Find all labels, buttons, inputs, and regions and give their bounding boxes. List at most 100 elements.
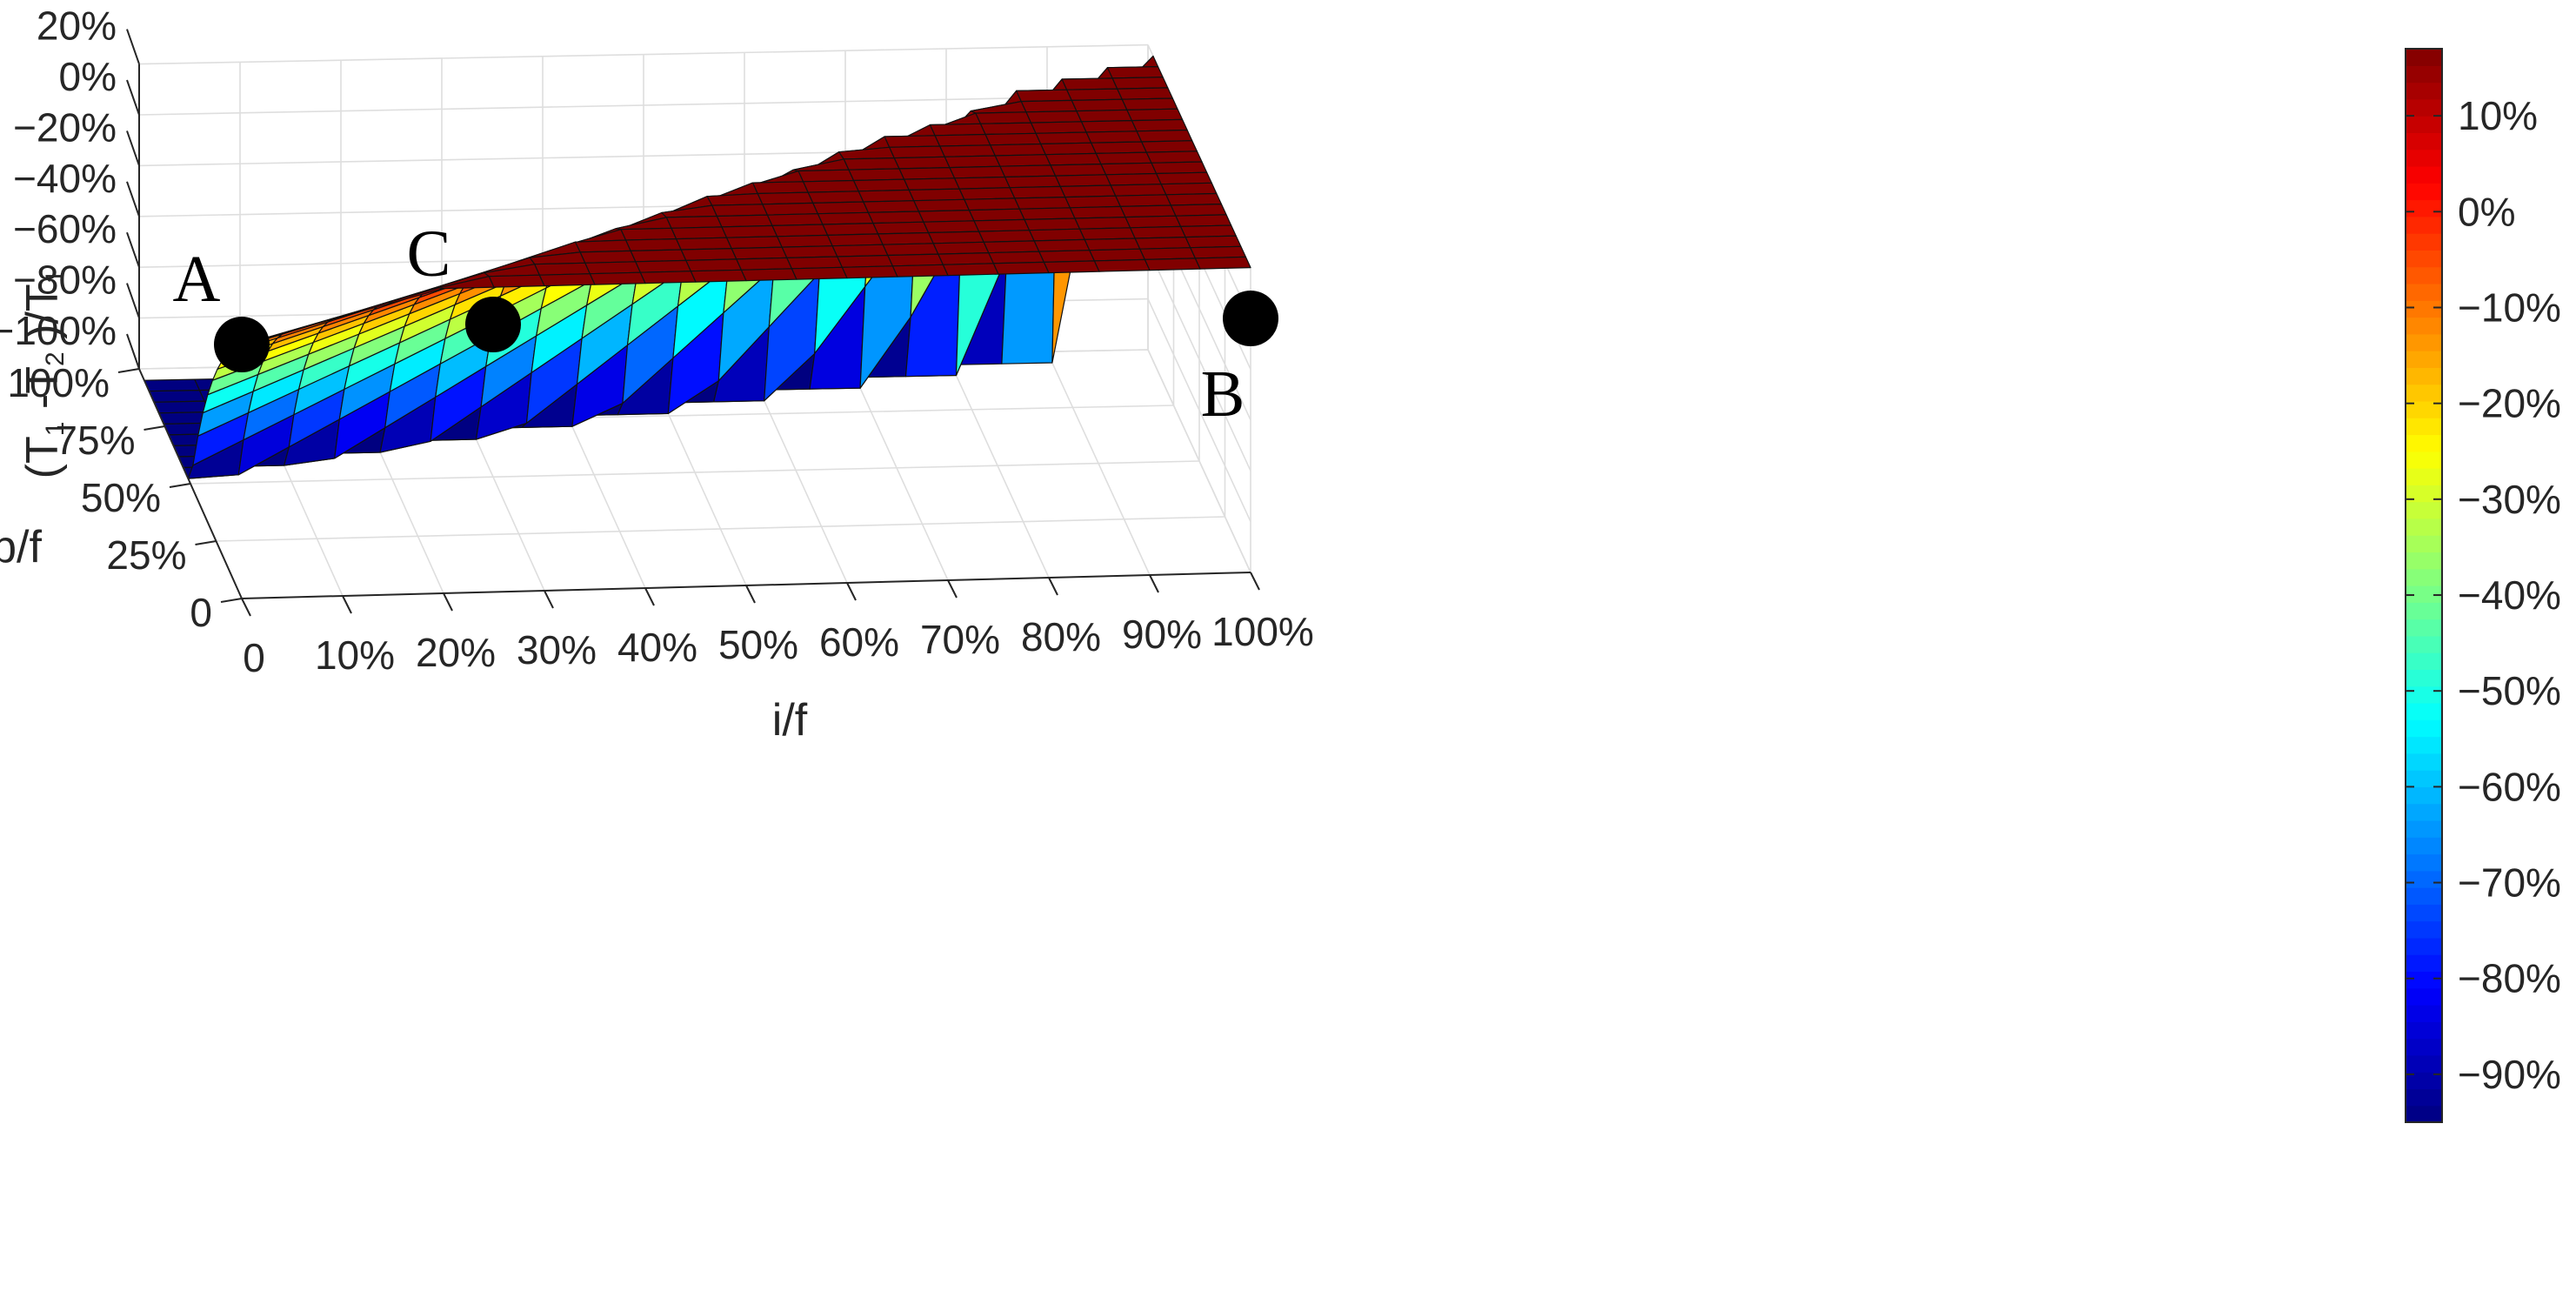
colorbar-segment <box>2406 971 2442 989</box>
surface-cell <box>877 231 934 245</box>
colorbar-segment <box>2406 786 2442 805</box>
y-tick-mark <box>169 483 191 488</box>
surface-cell <box>953 176 1011 190</box>
surface-cell <box>1111 77 1169 90</box>
surface-cell <box>867 211 924 224</box>
colorbar-segment <box>2406 602 2442 620</box>
colorbar-segment <box>2406 183 2442 201</box>
surface-cell <box>988 251 1045 264</box>
surface-cell <box>1033 238 1091 252</box>
surface-cell <box>1179 224 1237 238</box>
surface-cell <box>1139 247 1197 260</box>
surface-cell <box>979 122 1037 136</box>
z-axis-title-part: 1 <box>41 270 70 284</box>
surface-cell <box>153 400 210 414</box>
colorbar-segment <box>2406 418 2442 436</box>
y-tick-mark <box>220 598 243 603</box>
z-tick-mark <box>126 231 140 268</box>
colorbar-segment <box>2406 954 2442 973</box>
z-tick-label: −100% <box>0 308 117 353</box>
colorbar-segment <box>2406 770 2442 787</box>
z-tick-mark <box>126 181 140 217</box>
surface-cell <box>665 215 723 229</box>
surface-mesh <box>143 55 1251 479</box>
x-axis-title: i/f <box>772 695 808 746</box>
colorbar-segment <box>2406 518 2442 536</box>
surface-cell <box>939 144 996 157</box>
colorbar-segment <box>2406 485 2442 503</box>
colorbar-segment <box>2406 116 2442 134</box>
colorbar-segment <box>2406 719 2442 738</box>
z-tick-label: −20% <box>13 104 117 150</box>
colorbar-segment <box>2406 82 2442 100</box>
surface-cell <box>858 189 915 203</box>
surface-cell <box>620 227 677 241</box>
surface-cell <box>1185 235 1242 249</box>
surface-cell <box>944 155 1001 169</box>
z-axis-title: (T1 -T2 )/T1 <box>17 270 70 479</box>
surface-cell <box>1190 245 1247 259</box>
colorbar-segment <box>2406 870 2442 888</box>
surface-cell <box>812 201 870 215</box>
colorbar-segment <box>2406 853 2442 872</box>
surface-cell <box>903 177 960 191</box>
surface-cell <box>964 197 1021 211</box>
surface-cell <box>635 259 692 273</box>
surface-cell <box>1136 129 1193 143</box>
surface-cell <box>817 211 874 225</box>
colorbar-segment <box>2406 702 2442 720</box>
surface-cell <box>1124 215 1182 229</box>
surface-cell <box>148 390 205 403</box>
floor-y-gridline <box>216 516 1225 542</box>
y-tick-label: 0 <box>190 590 212 635</box>
colorbar-segment <box>2406 535 2442 553</box>
surface-cell <box>1043 260 1100 274</box>
z-tick-mark <box>126 29 140 64</box>
colorbar-segment <box>2406 451 2442 469</box>
surface-cell <box>1025 110 1083 124</box>
x-tick-label: 70% <box>920 617 1000 662</box>
surface-cell <box>797 169 855 183</box>
colorbar-segment <box>2406 317 2442 335</box>
surface-cell <box>934 133 991 147</box>
surface-cell <box>711 204 769 217</box>
surface-cell <box>978 230 1035 243</box>
colorbar: −90% −80% −70% −60% −50% −40% −30% −20% −10% 0% 10… <box>2405 48 2561 1123</box>
z-tick-mark <box>126 333 140 370</box>
y-tick-label: 25% <box>106 532 186 578</box>
colorbar-segment <box>2406 568 2442 586</box>
surface-cell <box>1165 192 1223 206</box>
colorbar-segment <box>2406 165 2442 184</box>
surface-cell <box>838 146 895 160</box>
colorbar-segment <box>2406 1072 2442 1090</box>
surface-cell <box>1071 98 1128 112</box>
surface-cell <box>1085 130 1143 144</box>
surface-cell <box>776 234 833 248</box>
surface-cell <box>968 208 1025 222</box>
point-label-c: C <box>407 217 451 291</box>
colorbar-segment <box>2406 98 2442 117</box>
surface-cell <box>949 165 1006 179</box>
colorbar-tick-label: −40% <box>2458 572 2561 618</box>
x-tick-mark <box>1250 572 1260 591</box>
surface-cell <box>725 236 783 250</box>
surface-cell <box>831 244 889 258</box>
surface-cell <box>1020 99 1078 113</box>
x-tick-mark <box>1149 574 1159 593</box>
colorbar-tick-label: −50% <box>2458 668 2561 713</box>
surface-cell <box>889 145 945 159</box>
surface-cell <box>898 167 956 180</box>
surface-cell <box>1095 151 1152 165</box>
surface-cell <box>751 181 809 195</box>
axes: 0 10% 20% 30% 40% 50% 60% 70% 80% 90% 100%i/f025%5… <box>0 3 1314 746</box>
colorbar-tick-label: −10% <box>2458 284 2561 330</box>
surface-cell <box>143 378 201 392</box>
surface-cell <box>690 269 747 283</box>
z-axis-title-part: 2 <box>41 351 70 366</box>
surface-cell <box>1018 207 1076 220</box>
surface-cell <box>1066 88 1123 102</box>
surface-cell <box>1134 237 1191 250</box>
surface-cell <box>781 245 838 258</box>
colorbar-tick-label: −70% <box>2458 860 2561 906</box>
